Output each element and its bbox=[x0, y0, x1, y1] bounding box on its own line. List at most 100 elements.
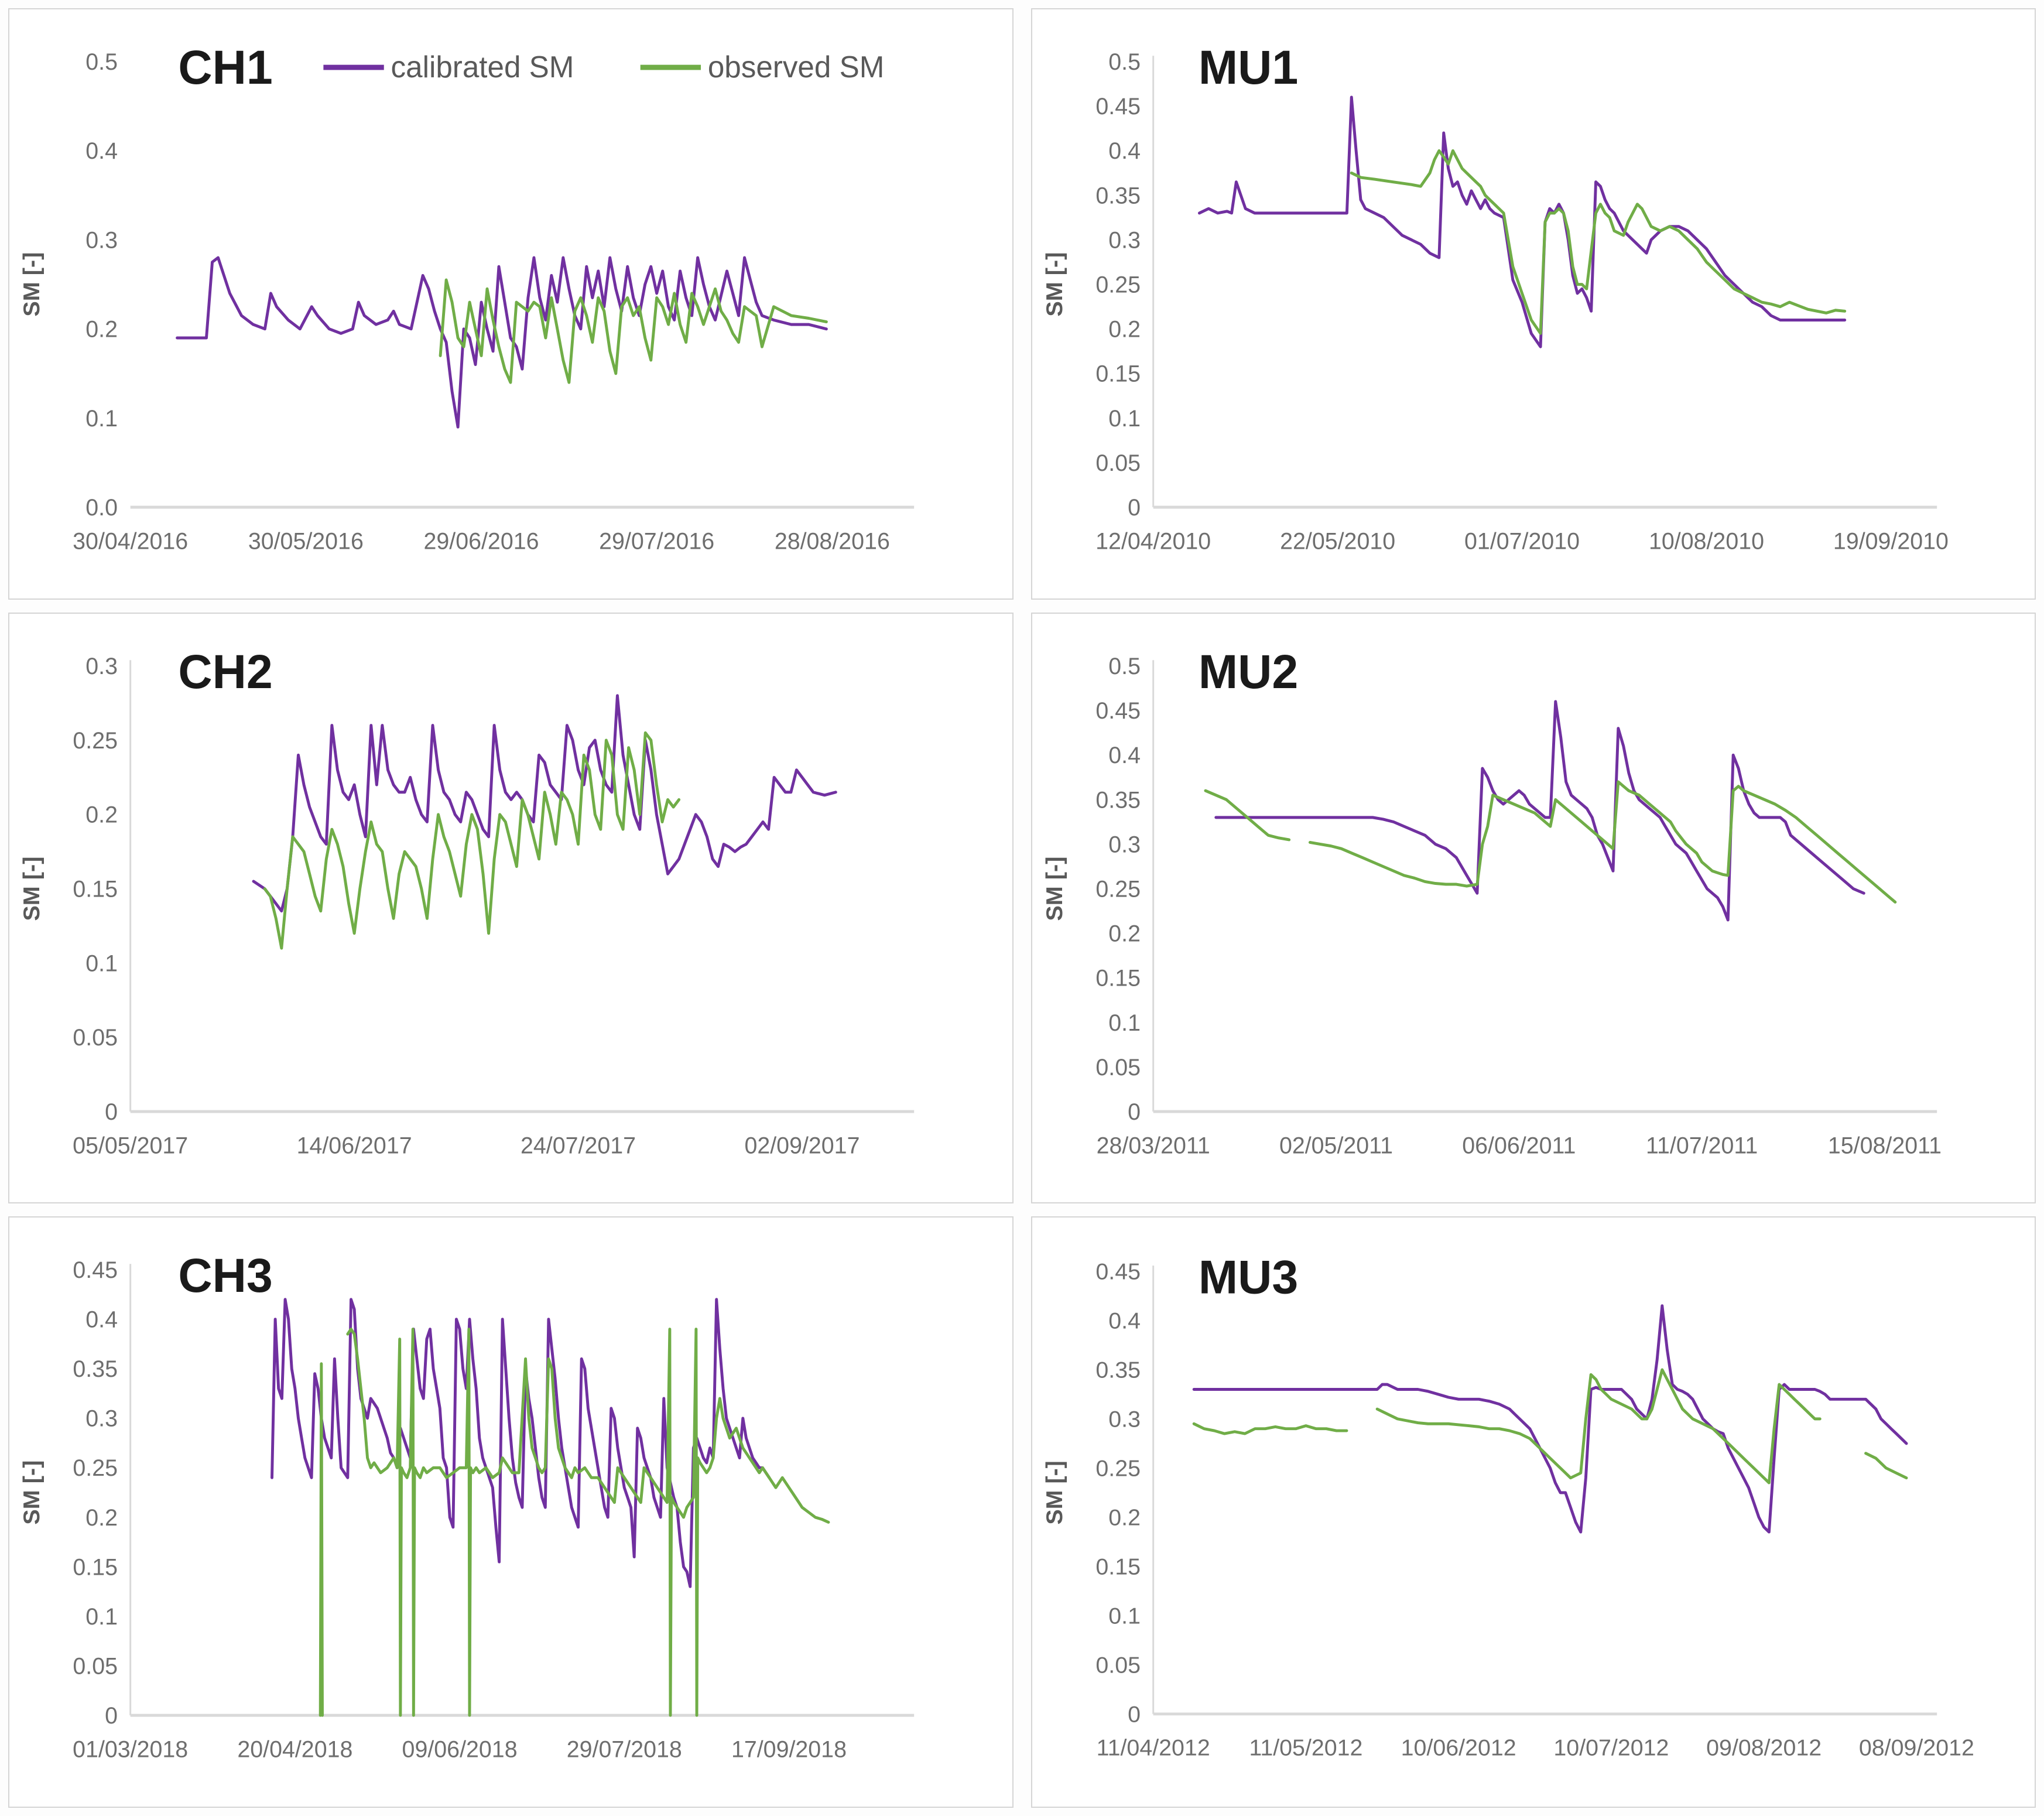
y-tick-label: 0.3 bbox=[85, 227, 118, 253]
chart-panel-ch1: 0.0 0.1 0.2 0.3 0.4 0.5 30/04/2016 30/05/2016 29… bbox=[8, 8, 1014, 600]
x-tick-label: 28/03/2011 bbox=[1096, 1133, 1210, 1158]
y-tick-label: 0.1 bbox=[85, 406, 118, 432]
y-tick-label: 0.45 bbox=[73, 1257, 118, 1283]
y-tick-label: 0.45 bbox=[1095, 1259, 1141, 1285]
x-tick-label: 10/06/2012 bbox=[1401, 1735, 1516, 1761]
y-tick-label: 0.25 bbox=[1095, 1456, 1141, 1482]
y-tick-label: 0.05 bbox=[73, 1654, 118, 1680]
x-tick-label: 28/08/2016 bbox=[775, 528, 890, 554]
x-tick-label: 11/07/2011 bbox=[1646, 1133, 1758, 1158]
x-tick-label: 20/04/2018 bbox=[237, 1737, 352, 1763]
y-tick-label: 0.45 bbox=[1095, 94, 1141, 119]
y-tick-label: 0.5 bbox=[1108, 49, 1141, 75]
y-tick-label: 0.3 bbox=[1108, 227, 1141, 253]
x-tick-label: 11/04/2012 bbox=[1096, 1735, 1210, 1761]
y-tick-label: 0.2 bbox=[85, 1505, 118, 1531]
y-axis-title: SM [-] bbox=[19, 1461, 44, 1525]
y-tick-label: 0.3 bbox=[85, 654, 118, 679]
series-line-observed bbox=[1192, 1422, 1348, 1435]
y-axis-title: SM [-] bbox=[1042, 856, 1067, 921]
x-tick-label: 24/07/2017 bbox=[521, 1133, 636, 1158]
legend-label-observed: observed SM bbox=[708, 50, 884, 84]
chart-ch2: 0 0.05 0.1 0.15 0.2 0.25 0.3 05/05/2017 14/06/20… bbox=[19, 645, 915, 1158]
x-tick-label: 14/06/2017 bbox=[297, 1133, 412, 1158]
y-tick-label: 0.2 bbox=[85, 802, 118, 827]
chart-title: MU1 bbox=[1198, 42, 1297, 94]
chart-panel-mu3: 0 0.05 0.1 0.15 0.2 0.25 0.3 0.35 0.4 0.45 11/04/2… bbox=[1030, 1216, 2036, 1808]
y-tick-label: 0.15 bbox=[73, 1555, 118, 1581]
chart-panel-mu2: 0 0.05 0.1 0.15 0.2 0.25 0.3 0.35 0.4 0.45 0.5 28/0… bbox=[1030, 612, 2036, 1204]
y-tick-label: 0.2 bbox=[1108, 921, 1141, 946]
chart-mu1: 0 0.05 0.1 0.15 0.2 0.25 0.3 0.35 0.4 0.45 0.5 12/0… bbox=[1042, 42, 1949, 555]
x-tick-label: 01/03/2018 bbox=[73, 1737, 188, 1763]
x-tick-label: 05/05/2017 bbox=[73, 1133, 188, 1158]
y-tick-label: 0.1 bbox=[1108, 1010, 1141, 1035]
series-line-observed bbox=[263, 731, 681, 950]
y-tick-label: 0.4 bbox=[1108, 138, 1141, 164]
chart-ch1: 0.0 0.1 0.2 0.3 0.4 0.5 30/04/2016 30/05/2016 29… bbox=[19, 42, 915, 554]
y-axis-title: SM [-] bbox=[1042, 252, 1067, 317]
y-tick-label: 0 bbox=[1128, 495, 1141, 521]
y-tick-label: 0.05 bbox=[1095, 1054, 1141, 1080]
series-line-observed bbox=[1203, 789, 1290, 842]
y-tick-label: 0.05 bbox=[73, 1025, 118, 1051]
x-tick-label: 01/07/2010 bbox=[1464, 528, 1580, 554]
y-tick-label: 0.35 bbox=[73, 1356, 118, 1382]
series-line-observed bbox=[319, 1362, 324, 1717]
y-tick-label: 0.4 bbox=[85, 138, 118, 164]
y-tick-label: 0.25 bbox=[73, 727, 118, 753]
y-tick-label: 0.45 bbox=[1095, 698, 1141, 724]
chart-panel-ch2: 0 0.05 0.1 0.15 0.2 0.25 0.3 05/05/2017 14/06/20… bbox=[8, 612, 1014, 1204]
chart-panel-ch3: 0 0.05 0.1 0.15 0.2 0.25 0.3 0.35 0.4 0.45 01/03/2… bbox=[8, 1216, 1014, 1808]
y-tick-label: 0.15 bbox=[1095, 1554, 1141, 1580]
x-tick-label: 02/05/2011 bbox=[1279, 1133, 1392, 1158]
x-tick-label: 19/09/2010 bbox=[1833, 528, 1948, 554]
x-tick-label: 29/07/2016 bbox=[599, 528, 714, 554]
x-tick-label: 22/05/2010 bbox=[1280, 528, 1395, 554]
legend-label-calibrated: calibrated SM bbox=[391, 50, 574, 84]
x-tick-label: 12/04/2010 bbox=[1095, 528, 1211, 554]
chart-title: CH3 bbox=[178, 1250, 272, 1302]
chart-mu2: 0 0.05 0.1 0.15 0.2 0.25 0.3 0.35 0.4 0.45 0.5 28/0… bbox=[1042, 645, 1942, 1158]
chart-title: MU2 bbox=[1198, 645, 1297, 698]
y-tick-label: 0 bbox=[1128, 1099, 1141, 1125]
y-axis-title: SM [-] bbox=[1042, 1461, 1067, 1525]
y-tick-label: 0.25 bbox=[73, 1455, 118, 1481]
series-line-observed bbox=[1375, 1368, 1822, 1485]
series-line-observed bbox=[1864, 1452, 1908, 1480]
y-tick-label: 0.35 bbox=[1095, 787, 1141, 813]
x-tick-label: 10/08/2010 bbox=[1648, 528, 1764, 554]
chart-title: CH1 bbox=[178, 42, 272, 94]
series-line-calibrated bbox=[252, 694, 837, 912]
x-tick-label: 06/06/2011 bbox=[1462, 1133, 1576, 1158]
y-tick-label: 0.05 bbox=[1095, 450, 1141, 476]
y-tick-label: 0.35 bbox=[1095, 183, 1141, 208]
y-tick-label: 0.3 bbox=[1108, 1407, 1141, 1432]
y-tick-label: 0.15 bbox=[73, 876, 118, 902]
y-tick-label: 0.1 bbox=[85, 1604, 118, 1630]
x-tick-label: 30/04/2016 bbox=[73, 528, 188, 554]
series-line-observed bbox=[1350, 149, 1846, 335]
y-tick-label: 0.25 bbox=[1095, 876, 1141, 902]
y-tick-label: 0.35 bbox=[1095, 1357, 1141, 1383]
series-line-calibrated bbox=[1192, 1304, 1908, 1534]
y-tick-label: 0.5 bbox=[1108, 654, 1141, 679]
series-line-calibrated bbox=[1214, 700, 1865, 922]
y-tick-label: 0.3 bbox=[1108, 832, 1141, 857]
y-tick-label: 0 bbox=[105, 1703, 118, 1729]
series-line-observed bbox=[439, 278, 828, 384]
y-tick-label: 0.15 bbox=[1095, 361, 1141, 387]
y-tick-label: 0.2 bbox=[85, 316, 118, 342]
x-tick-label: 17/09/2018 bbox=[731, 1737, 847, 1763]
y-tick-label: 0.4 bbox=[1108, 1308, 1141, 1334]
y-tick-label: 0.3 bbox=[85, 1406, 118, 1432]
series-line-calibrated bbox=[271, 1298, 771, 1589]
y-tick-label: 0.5 bbox=[85, 49, 118, 75]
chart-title: MU3 bbox=[1198, 1251, 1297, 1304]
y-tick-label: 0.2 bbox=[1108, 1505, 1141, 1531]
y-tick-label: 0.4 bbox=[85, 1307, 118, 1333]
chart-mu3: 0 0.05 0.1 0.15 0.2 0.25 0.3 0.35 0.4 0.45 11/04/2… bbox=[1042, 1251, 1974, 1761]
y-tick-label: 0.2 bbox=[1108, 316, 1141, 342]
y-tick-label: 0.4 bbox=[1108, 743, 1141, 768]
